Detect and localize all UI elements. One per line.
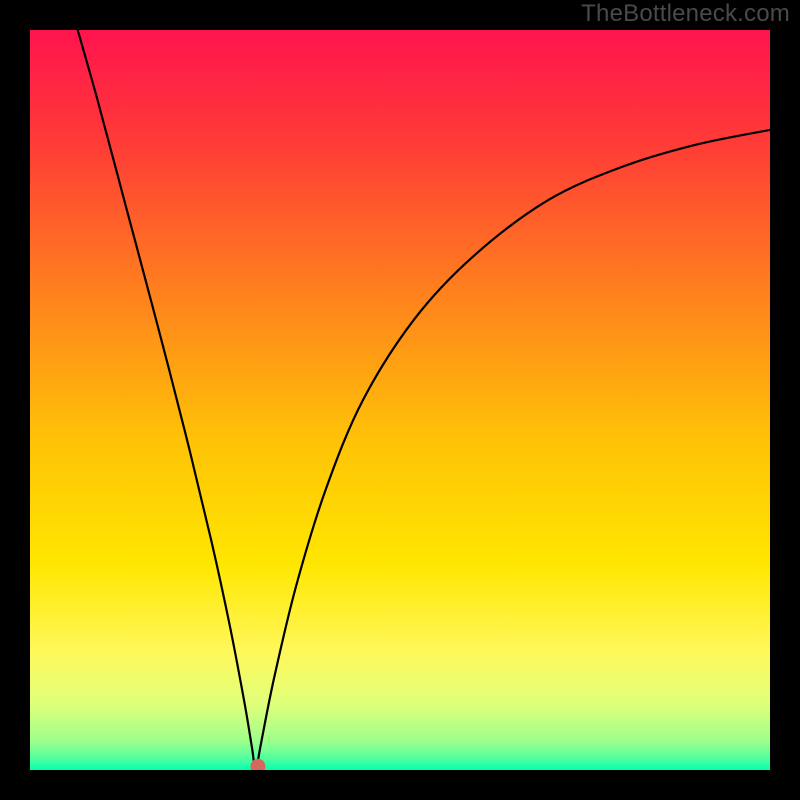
chart-frame: TheBottleneck.com [0, 0, 800, 800]
bottleneck-curve [67, 30, 770, 770]
watermark-label: TheBottleneck.com [581, 0, 790, 28]
minimum-marker [251, 759, 265, 770]
curve-layer [30, 30, 770, 770]
plot-area [30, 30, 770, 770]
